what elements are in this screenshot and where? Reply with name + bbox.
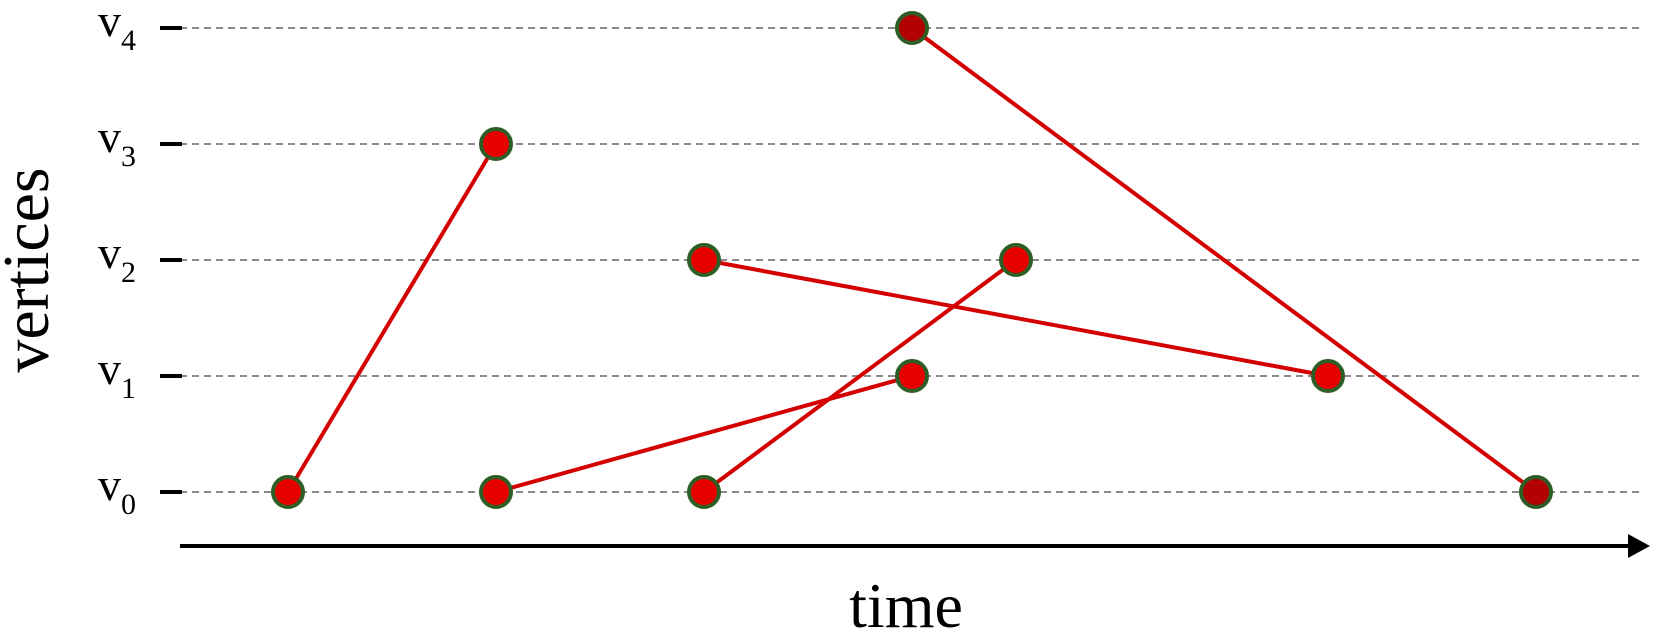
node-i — [1311, 359, 1345, 393]
node-e — [687, 475, 721, 509]
node-j — [1519, 475, 1553, 509]
vertex-label-v3: v3 — [98, 111, 136, 173]
vertex-label-v4: v4 — [98, 0, 136, 57]
vertex-label-v1: v1 — [98, 343, 136, 405]
y-axis-label: vertices — [0, 167, 63, 372]
edge-d-i — [703, 258, 1329, 378]
vertex-label-v0: v0 — [98, 459, 136, 521]
vertex-label-v2: v2 — [98, 227, 136, 289]
node-g — [895, 359, 929, 393]
node-f — [895, 11, 929, 45]
edge-f-j — [910, 26, 1538, 494]
time-axis-arrowhead — [1628, 534, 1650, 558]
edges — [286, 26, 1538, 494]
vertex-labels: v0 v1 v2 v3 v4 — [98, 0, 136, 521]
edge-e-h — [702, 258, 1018, 494]
node-h — [999, 243, 1033, 277]
edge-c-g — [495, 374, 913, 494]
node-c — [479, 475, 513, 509]
node-a — [271, 475, 305, 509]
y-axis-ticks — [160, 26, 182, 494]
node-b — [479, 127, 513, 161]
node-d — [687, 243, 721, 277]
gridlines — [180, 27, 1640, 493]
edge-a-b — [286, 142, 498, 494]
x-axis-label: time — [849, 570, 963, 633]
nodes — [271, 11, 1553, 509]
